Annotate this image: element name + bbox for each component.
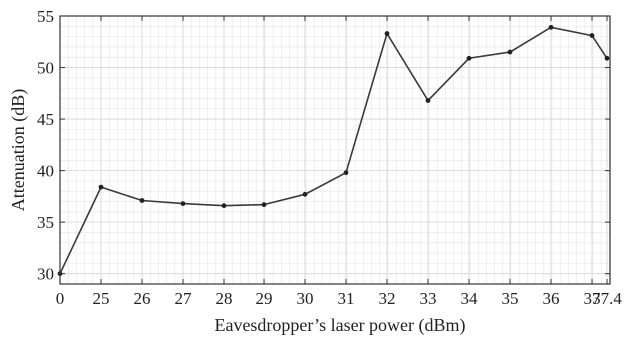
data-point [98,184,104,190]
series-layer [57,24,610,277]
data-point [507,49,513,55]
data-point [180,201,186,207]
x-tick-label: 25 [93,289,110,308]
x-tick-label: 28 [216,289,233,308]
data-point [343,170,349,176]
x-tick-label: 35 [502,289,519,308]
x-tick-label: 34 [461,289,479,308]
x-tick-label: 29 [256,289,273,308]
grid [59,15,610,285]
x-tick-label: 37.4 [592,289,622,308]
x-tick-label: 26 [134,289,151,308]
x-tick-label: 27 [175,289,193,308]
y-axis-ticks: 30 35 40 45 50 55 [37,7,610,284]
data-point [139,198,145,203]
data-point [466,55,472,61]
data-point [604,55,610,61]
y-tick-label: 45 [37,110,54,129]
y-tick-label: 55 [37,7,54,26]
x-tick-label: 37 [584,289,602,308]
x-axis-title: Eavesdropper’s laser power (dBm) [214,315,465,336]
data-point [548,24,554,30]
x-tick-label: 36 [543,289,560,308]
x-tick-label: 0 [56,289,65,308]
data-point [302,191,308,197]
y-tick-label: 40 [37,162,54,181]
data-point [589,33,595,38]
plot-frame [59,15,611,285]
data-point [261,202,267,208]
x-tick-label: 32 [379,289,396,308]
data-point [425,98,431,103]
data-point [221,203,227,209]
y-axis-title: Attenuation (dB) [8,89,29,211]
y-tick-label: 35 [37,213,54,232]
y-tick-label: 50 [37,59,54,78]
data-point [384,31,390,36]
x-tick-label: 31 [338,289,355,308]
x-tick-label: 30 [297,289,314,308]
x-tick-label: 33 [420,289,437,308]
y-tick-label: 30 [37,265,54,284]
